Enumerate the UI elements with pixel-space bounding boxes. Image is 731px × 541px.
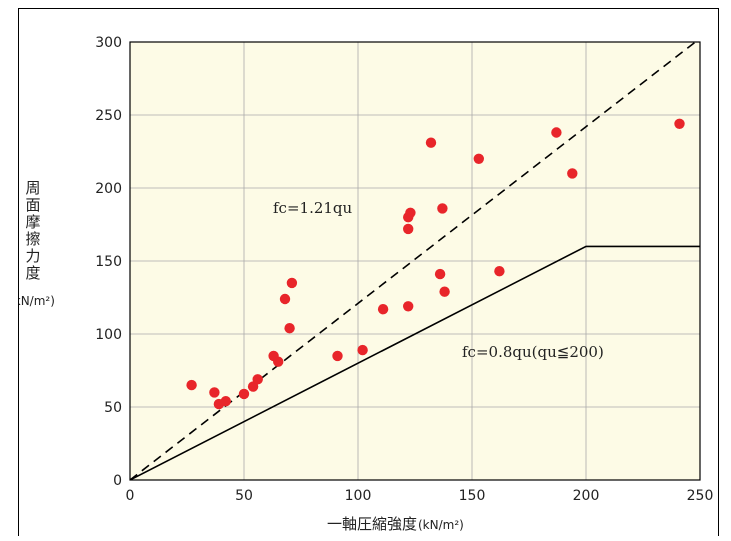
- x-axis-label: 一軸圧縮強度: [327, 515, 417, 533]
- x-tick-labels: 0 50 100 150 200 250: [126, 488, 714, 504]
- y-axis-label-char: 摩: [25, 213, 40, 231]
- data-point: [273, 356, 284, 367]
- plot-border: [129, 41, 701, 481]
- solid-line: [130, 245, 700, 480]
- data-point: [284, 323, 295, 334]
- y-axis-label-char: 擦: [25, 230, 40, 248]
- y-axis-label-char: 力: [25, 247, 40, 265]
- y-axis-label-char: 度: [25, 264, 40, 282]
- data-point: [403, 301, 414, 312]
- data-point: [286, 277, 298, 289]
- data-point: [357, 344, 368, 356]
- dashed-line: [130, 42, 697, 480]
- data-point: [567, 168, 578, 179]
- data-point: [220, 396, 231, 407]
- data-point: [332, 350, 343, 362]
- data-point: [551, 127, 562, 138]
- x-tick-label: 100: [345, 488, 372, 504]
- scatter-chart: 0 50 100 150 200 250 0 50 100 150 200 250 300 fc=1.…: [9, 35, 714, 533]
- y-axis-label-char: 面: [25, 196, 40, 214]
- y-tick-label: 100: [95, 327, 122, 343]
- x-tick-label: 50: [235, 488, 253, 504]
- data-point: [437, 203, 448, 214]
- data-points: [186, 118, 685, 410]
- dashed-line-label: fc=1.21qu: [273, 199, 353, 217]
- y-tick-label: 200: [95, 181, 122, 197]
- x-tick-label: 150: [459, 488, 486, 504]
- y-tick-label: 0: [113, 473, 122, 489]
- y-tick-labels: 0 50 100 150 200 250 300: [95, 35, 122, 489]
- solid-line-label: fc=0.8qu(qu≦200): [462, 343, 604, 361]
- x-tick-label: 0: [126, 488, 135, 504]
- data-point: [403, 223, 414, 235]
- data-point: [252, 374, 263, 385]
- chart-frame: 0 50 100 150 200 250 0 50 100 150 200 250 300 fc=1.…: [9, 8, 719, 536]
- reference-lines: [130, 42, 700, 480]
- y-tick-label: 250: [95, 108, 122, 124]
- data-point: [238, 388, 250, 400]
- y-axis-label-char: 周: [25, 179, 40, 197]
- data-point: [434, 268, 446, 280]
- x-axis-unit: (kN/m²): [418, 518, 464, 532]
- data-point: [674, 118, 685, 129]
- data-point: [377, 304, 389, 315]
- x-tick-label: 200: [573, 488, 600, 504]
- data-point: [473, 153, 484, 164]
- data-point: [439, 286, 450, 297]
- data-point: [494, 266, 505, 277]
- y-tick-label: 300: [95, 35, 122, 51]
- y-tick-label: 150: [95, 254, 122, 270]
- data-point: [425, 137, 437, 148]
- data-point: [209, 387, 220, 398]
- y-tick-label: 50: [104, 400, 122, 416]
- data-point: [405, 207, 416, 218]
- y-axis-unit: (kN/m²): [19, 294, 55, 308]
- data-point: [279, 293, 291, 305]
- data-point: [186, 379, 197, 391]
- x-tick-label: 250: [687, 488, 714, 504]
